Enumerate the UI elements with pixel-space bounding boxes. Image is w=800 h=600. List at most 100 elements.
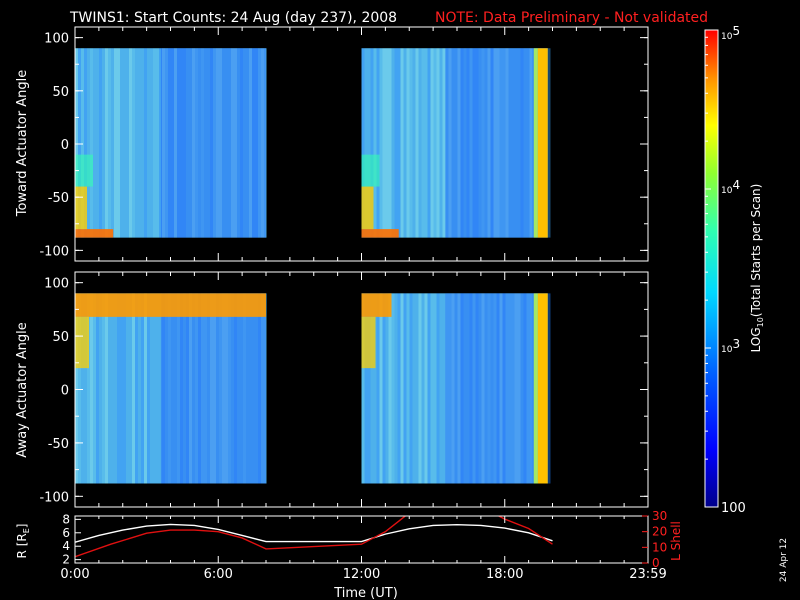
spectrogram-stripe [255, 48, 258, 238]
spectrogram-stripe [192, 293, 195, 484]
spectrogram-stripe [502, 48, 506, 238]
spectrogram-stripe [246, 293, 249, 484]
spectrogram-stripe [391, 293, 395, 484]
spectrogram-block [361, 48, 548, 238]
toward-spectrogram-panel: 100 50 0 -50 -100 [39, 26, 649, 262]
spectrogram-stripe [436, 293, 440, 484]
spectrogram-stripe [361, 293, 365, 484]
spectrogram-stripe [87, 293, 90, 484]
spectrogram-stripe [490, 293, 494, 484]
colorbar-tick-label: 103 [721, 337, 740, 355]
spectrogram-stripe [472, 48, 476, 238]
spectrogram-stripe [376, 48, 380, 238]
time-tick-label: 12:00 [343, 567, 380, 582]
lshell-axis-label: L Shell [669, 521, 683, 561]
spectrogram-stripe [409, 293, 413, 484]
spectrogram-hot [75, 229, 114, 238]
spectrogram-stripe [159, 293, 162, 484]
spectrogram-stripe [487, 293, 491, 484]
spectrogram-stripe [81, 293, 84, 484]
spectrogram-stripe [228, 48, 231, 238]
spectrogram-stripe [475, 48, 479, 238]
spectrogram-stripe [255, 293, 258, 484]
spectrogram-stripe [394, 48, 398, 238]
spectrogram-stripe [162, 293, 165, 484]
spectrogram-stripe [237, 293, 240, 484]
spectrogram-stripe [421, 48, 425, 238]
spectrogram-warm [361, 316, 376, 369]
spectrogram-stripe [457, 48, 461, 238]
spectrogram-stripe [78, 48, 81, 238]
spectrogram-stripe [445, 293, 449, 484]
spectrogram-stripe [502, 293, 506, 484]
spectrogram-stripe [364, 293, 368, 484]
r-tick-label: 2 [62, 553, 70, 567]
spectrogram-hot [75, 293, 266, 317]
spectrogram-stripe [388, 48, 392, 238]
spectrogram-stripe [102, 48, 105, 238]
spectrogram-stripe [505, 293, 509, 484]
spectrogram-stripe [108, 293, 111, 484]
lshell-tick-label: 20 [652, 525, 667, 539]
spectrogram-stripe [397, 293, 401, 484]
r-tick-label: 4 [62, 539, 70, 553]
ytick-label: 100 [44, 32, 69, 47]
spectrogram-stripe [201, 293, 204, 484]
spectrogram-stripe [81, 48, 84, 238]
spectrogram-stripe [457, 293, 461, 484]
spectrogram-stripe [186, 48, 189, 238]
spectrogram-stripe [252, 48, 255, 238]
spectrogram-stripe [454, 293, 458, 484]
spectrogram-stripe [529, 48, 533, 238]
spectrogram-stripe [225, 293, 228, 484]
spectrogram-stripe [385, 48, 389, 238]
spectrogram-stripe [496, 48, 500, 238]
spectrogram-stripe [105, 48, 108, 238]
spectrogram-stripe [493, 48, 497, 238]
colorbar-tick-label: 105 [721, 24, 740, 42]
spectrogram-stripe [189, 48, 192, 238]
spectrogram-stripe [496, 293, 500, 484]
spectrogram-stripe [517, 293, 521, 484]
spectrogram-stripe [379, 293, 383, 484]
spectrogram-stripe [385, 293, 389, 484]
time-tick-label: 23:59 [629, 567, 666, 582]
spectrogram-stripe [147, 48, 150, 238]
spectrogram-stripe [403, 293, 407, 484]
spectrogram-stripe [189, 293, 192, 484]
spectrogram-stripe [78, 293, 81, 484]
lshell-tick-label: 30 [652, 509, 667, 523]
spectrogram-stripe [168, 48, 171, 238]
spectrogram-stripe [424, 48, 428, 238]
spectrogram-stripe [195, 48, 198, 238]
spectrogram-stripe [231, 48, 234, 238]
spectrogram-stripe [183, 48, 186, 238]
spectrogram-stripe [490, 48, 494, 238]
spectrogram-stripe [511, 48, 515, 238]
spectrogram-stripe [517, 48, 521, 238]
spectrogram-stripe [234, 293, 237, 484]
lshell-tick-label: 0 [652, 556, 660, 570]
spectrogram-edge-fringe [533, 48, 538, 238]
spectrogram-stripe [523, 293, 527, 484]
away-spectrogram-panel: 100 50 0 -50 -100 [39, 271, 649, 508]
spectrogram-stripe [258, 48, 261, 238]
spectrogram-stripe [466, 48, 470, 238]
spectrogram-stripe [547, 48, 551, 238]
spectrogram-mild [75, 154, 93, 187]
spectrogram-stripe [132, 293, 135, 484]
ytick-label: -50 [48, 437, 69, 452]
spectrogram-stripe [442, 48, 446, 238]
spectrogram-stripe [117, 293, 120, 484]
figure-title: TWINS1: Start Counts: 24 Aug (day 237), … [69, 10, 397, 26]
spectrogram-stripe [526, 293, 530, 484]
spectrogram-block [75, 293, 266, 484]
spectrogram-stripe [523, 48, 527, 238]
spectrogram-stripe [183, 293, 186, 484]
spectrogram-stripe [391, 48, 395, 238]
spectrogram-stripe [514, 293, 518, 484]
spectrogram-stripe [418, 293, 422, 484]
spectrogram-stripe [370, 293, 374, 484]
spectrogram-stripe [201, 48, 204, 238]
